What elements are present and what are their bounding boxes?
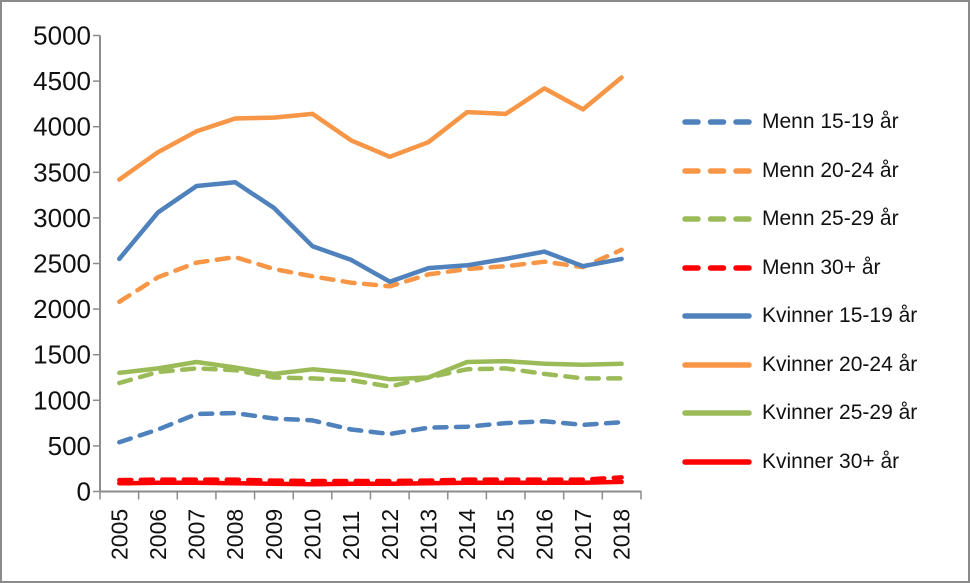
y-tick-label: 1000 xyxy=(33,385,91,415)
legend-item: Kvinner 20-24 år xyxy=(681,341,917,390)
y-tick-label: 500 xyxy=(48,431,91,461)
y-tick-label: 2500 xyxy=(33,249,91,279)
legend-item: Kvinner 30+ år xyxy=(681,438,917,487)
y-tick-label: 5000 xyxy=(33,21,91,51)
y-tick-label: 3500 xyxy=(33,157,91,187)
x-tick-label: 2015 xyxy=(493,509,519,560)
legend-item: Kvinner 25-29 år xyxy=(681,389,917,438)
x-tick-label: 2017 xyxy=(570,509,596,560)
legend-item: Menn 25-29 år xyxy=(681,195,917,244)
legend-item: Menn 30+ år xyxy=(681,244,917,293)
chart-legend: Menn 15-19 år Menn 20-24 år Menn 25-29 år M… xyxy=(681,98,917,486)
x-tick-label: 2013 xyxy=(415,509,441,560)
legend-dashed-line-icon xyxy=(682,265,752,271)
legend-label: Kvinner 20-24 år xyxy=(762,352,918,376)
x-tick-label: 2011 xyxy=(338,511,364,560)
y-tick-label: 4000 xyxy=(33,112,91,142)
series-line-6 xyxy=(117,75,624,182)
legend-dashed-line-icon xyxy=(682,119,752,125)
y-tick-label: 1500 xyxy=(33,340,91,370)
legend-solid-line-icon xyxy=(682,313,752,319)
legend-solid-line-icon xyxy=(682,362,752,368)
legend-label: Kvinner 25-29 år xyxy=(762,401,918,425)
series-line-1 xyxy=(117,410,624,445)
y-tick-label: 2000 xyxy=(33,294,91,324)
legend-label: Menn 30+ år xyxy=(762,255,881,279)
x-tick-label: 2016 xyxy=(531,509,557,560)
x-tick-label: 2006 xyxy=(145,509,171,560)
legend-solid-line-icon xyxy=(682,459,752,465)
x-tick-label: 2007 xyxy=(184,509,210,560)
x-tick-label: 2010 xyxy=(300,509,326,560)
legend-solid-line-icon xyxy=(682,410,752,416)
legend-label: Menn 15-19 år xyxy=(762,110,899,134)
legend-label: Kvinner 15-19 år xyxy=(762,304,918,328)
series-line-2 xyxy=(117,247,624,305)
series-line-4 xyxy=(117,475,624,484)
y-tick-label: 3000 xyxy=(33,203,91,233)
legend-label: Menn 25-29 år xyxy=(762,207,899,231)
legend-label: Menn 20-24 år xyxy=(762,158,899,182)
series-line-3 xyxy=(117,366,624,389)
x-tick-label: 2014 xyxy=(454,509,480,560)
x-tick-label: 2005 xyxy=(106,509,132,560)
legend-dashed-line-icon xyxy=(682,216,752,222)
x-tick-label: 2018 xyxy=(609,509,635,560)
legend-label: Kvinner 30+ år xyxy=(762,449,900,473)
legend-item: Menn 15-19 år xyxy=(681,98,917,147)
series-line-8 xyxy=(117,479,624,487)
series-line-5 xyxy=(117,180,624,284)
x-tick-label: 2009 xyxy=(261,509,287,560)
x-tick-label: 2008 xyxy=(222,509,248,560)
series-line-7 xyxy=(117,358,624,382)
x-tick-label: 2012 xyxy=(377,509,403,560)
legend-item: Kvinner 15-19 år xyxy=(681,292,917,341)
legend-dashed-line-icon xyxy=(682,168,752,174)
y-tick-label: 4500 xyxy=(33,66,91,96)
y-tick-label: 0 xyxy=(77,477,91,507)
legend-item: Menn 20-24 år xyxy=(681,147,917,196)
